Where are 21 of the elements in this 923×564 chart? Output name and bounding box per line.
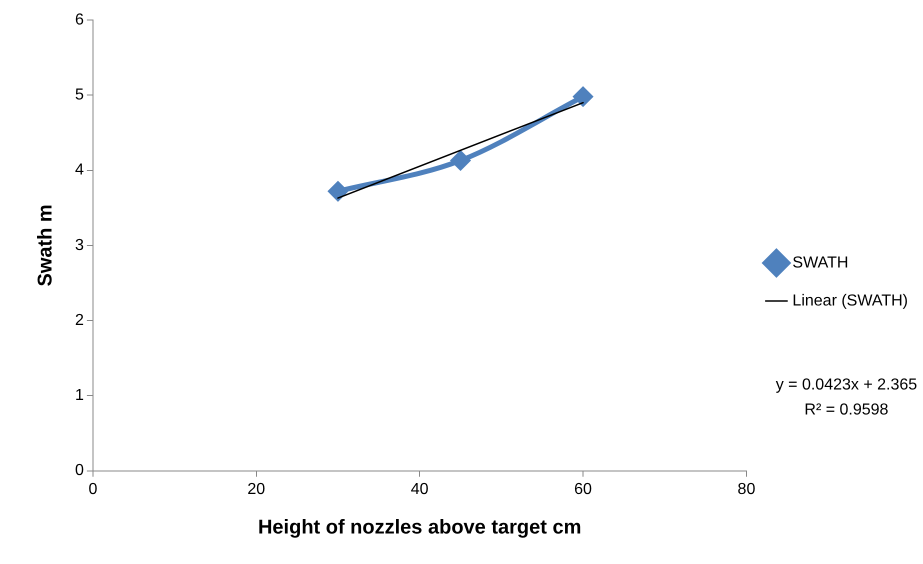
y-tick-label: 3 bbox=[74, 236, 84, 254]
legend-label: Linear (SWATH) bbox=[792, 292, 908, 310]
text: R² = 0.9598 bbox=[804, 401, 889, 418]
y-tick-label: 5 bbox=[74, 86, 84, 104]
y-tick-label: 4 bbox=[74, 162, 84, 179]
x-tick-label: 80 bbox=[738, 480, 756, 498]
y-axis-title: Swath m bbox=[34, 204, 57, 287]
x-tick-label: 40 bbox=[410, 480, 429, 498]
y-tick-label: 0 bbox=[74, 462, 84, 480]
x-tick-label: 60 bbox=[574, 480, 592, 498]
y-tick-label: 2 bbox=[74, 312, 84, 329]
y-tick-label: 1 bbox=[74, 387, 84, 404]
legend-label: SWATH bbox=[792, 254, 848, 272]
point bbox=[328, 182, 348, 201]
x-tick-label: 0 bbox=[88, 480, 98, 498]
point bbox=[451, 151, 470, 170]
text: y = 0.0423x + 2.365 bbox=[776, 376, 918, 394]
x-tick-label: 20 bbox=[247, 480, 266, 498]
x-axis-title: Height of nozzles above target cm bbox=[258, 516, 582, 539]
y-tick-label: 6 bbox=[74, 11, 84, 28]
point bbox=[574, 87, 593, 106]
